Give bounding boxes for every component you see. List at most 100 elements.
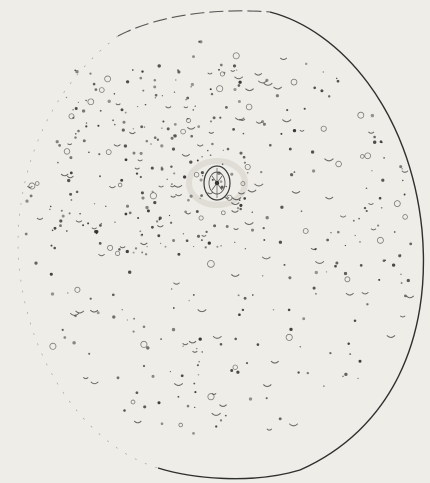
speck-dot — [127, 319, 128, 320]
speck-dot — [87, 222, 89, 224]
speck-dot — [313, 87, 316, 90]
speck-dot — [162, 120, 164, 122]
speck-dot — [276, 94, 279, 97]
speck-dot — [383, 157, 385, 159]
speck-dot — [290, 173, 293, 176]
speck-dot — [263, 239, 265, 241]
speck-dot — [360, 264, 363, 267]
speck-dot — [128, 271, 131, 274]
speck-dot — [133, 318, 135, 320]
speck-arc — [213, 336, 221, 338]
speck-dot — [234, 242, 235, 243]
speck-dot — [359, 241, 361, 243]
speck-dot — [407, 279, 410, 282]
speck-dot — [129, 212, 132, 215]
speck-dot — [151, 167, 154, 170]
speck-dot — [364, 207, 366, 209]
speck-dot — [260, 171, 262, 173]
speck-dot — [124, 144, 127, 147]
speck-dot — [193, 294, 195, 296]
speck-dot — [394, 231, 396, 233]
speck-dot — [114, 124, 116, 126]
speck-dot — [381, 142, 382, 143]
speck-dot — [157, 401, 160, 404]
speck-dot — [172, 328, 175, 331]
speck-dot — [238, 84, 241, 87]
speck-dot — [59, 224, 62, 227]
speck-dot — [88, 353, 90, 355]
speck-dot — [230, 173, 233, 176]
speck-dot — [220, 180, 223, 183]
speck-dot — [126, 80, 129, 83]
speck-arc — [368, 132, 374, 133]
speck-arc — [234, 228, 239, 229]
speck-dot — [147, 209, 150, 212]
speck-dot — [30, 194, 33, 197]
speck-dot — [170, 222, 172, 224]
speck-arc — [248, 190, 256, 192]
speck-dot — [53, 247, 56, 250]
speck-dot — [289, 148, 292, 151]
speck-dot — [198, 41, 200, 43]
speck-dot — [294, 171, 296, 173]
speck-dot — [238, 294, 240, 296]
speck-arc — [193, 351, 198, 352]
speck-dot — [165, 246, 167, 248]
speck-dot — [193, 246, 194, 247]
speck-arc — [135, 168, 140, 169]
speck-dot — [67, 292, 68, 293]
speck-dot — [174, 92, 175, 93]
speck-ring — [286, 334, 292, 340]
speck-dot — [158, 64, 161, 67]
speck-ring — [150, 193, 156, 199]
speck-dot — [373, 141, 376, 144]
speck-arc — [182, 154, 190, 156]
speck-dot — [222, 163, 224, 165]
speck-dot — [140, 152, 143, 155]
speck-arc — [76, 221, 82, 222]
speck-dot — [314, 248, 316, 250]
speck-dot — [266, 216, 269, 219]
speck-dot — [72, 341, 75, 344]
speck-dot — [192, 432, 195, 435]
speck-dot — [146, 346, 149, 349]
speck-dot — [239, 204, 242, 207]
speck-dot — [93, 83, 96, 86]
speck-dot — [142, 90, 144, 92]
speck-dot — [225, 106, 228, 109]
speck-dot — [404, 295, 407, 298]
speck-ring — [345, 277, 350, 282]
speck-dot — [161, 422, 164, 425]
speck-dot — [223, 150, 224, 151]
speck-dot — [155, 94, 158, 97]
speck-dot — [381, 207, 383, 209]
speck-dot — [82, 109, 85, 112]
speck-dot — [90, 298, 92, 300]
speck-dot — [78, 102, 79, 103]
speck-dot — [212, 179, 214, 181]
speck-arc — [255, 184, 264, 186]
speck-dot — [269, 144, 272, 147]
speck-dot — [207, 150, 208, 151]
speck-dot — [196, 210, 199, 213]
speck-arc — [129, 132, 135, 134]
speck-dot — [293, 129, 296, 132]
speck-dot — [384, 260, 386, 262]
speck-dot — [323, 385, 324, 386]
speck-dot — [402, 180, 403, 181]
speck-dot — [25, 199, 28, 202]
speck-dot — [141, 234, 143, 236]
speck-ring — [358, 112, 364, 118]
speck-dot — [201, 171, 204, 174]
speck-dot — [233, 64, 236, 67]
speck-dot — [145, 253, 147, 255]
speck-dot — [379, 197, 382, 200]
speck-arc — [114, 145, 120, 147]
speck-dot — [173, 135, 174, 136]
speck-dot — [355, 235, 356, 236]
speck-dot — [137, 106, 138, 107]
speck-dot — [144, 126, 145, 127]
speck-ring — [179, 423, 183, 427]
speck-dot — [198, 374, 199, 375]
speck-dot — [210, 120, 212, 122]
